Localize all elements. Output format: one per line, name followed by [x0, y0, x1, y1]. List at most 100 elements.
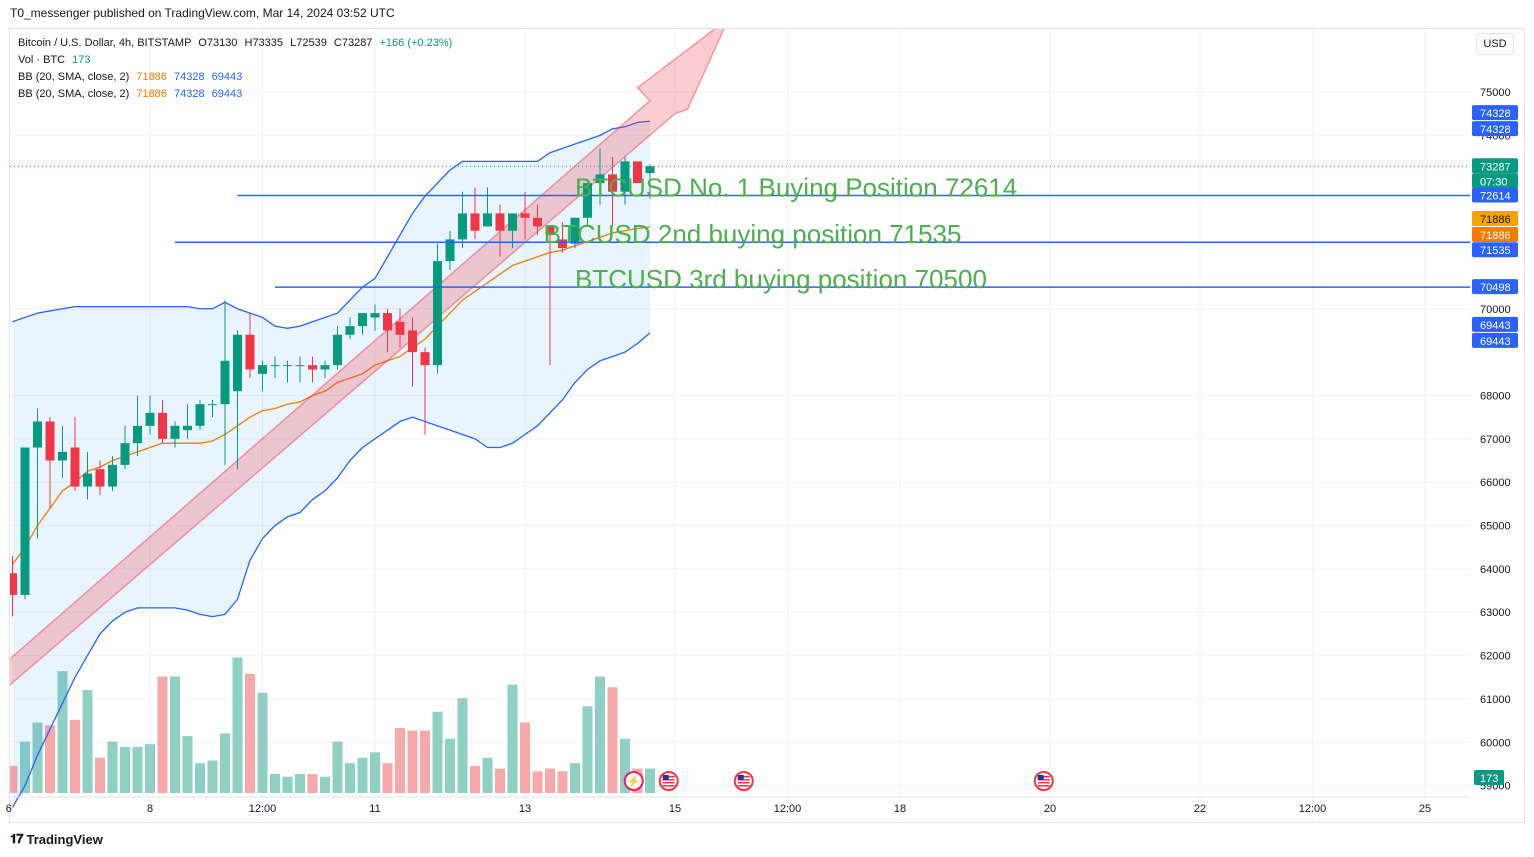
- candle-body: [458, 213, 467, 240]
- us-flag-event-icon[interactable]: [658, 771, 679, 791]
- candle-body: [33, 421, 42, 448]
- price-axis-badge-bg: [1472, 279, 1518, 295]
- candle-body: [620, 161, 630, 192]
- candle[interactable]: [308, 356, 317, 383]
- tradingview-brand[interactable]: 𝟏𝟕 TradingView: [10, 831, 103, 847]
- candle[interactable]: [570, 217, 580, 249]
- candle[interactable]: [345, 317, 355, 340]
- candle[interactable]: [433, 243, 442, 374]
- candle[interactable]: [358, 313, 367, 335]
- candle[interactable]: [408, 317, 417, 387]
- price-axis-badge-label: 07:30: [1480, 176, 1508, 188]
- buying-position-annotation[interactable]: BTCUSD No. 1 Buying Position 72614: [575, 172, 1017, 202]
- candle[interactable]: [158, 399, 167, 444]
- candle[interactable]: [108, 456, 117, 491]
- candle[interactable]: [58, 425, 67, 478]
- us-flag-event-icon[interactable]: [1033, 771, 1054, 791]
- volume-bar: [10, 765, 18, 793]
- lightning-event-icon[interactable]: ⚡: [623, 771, 644, 791]
- candle-body: [408, 330, 417, 353]
- candle[interactable]: [45, 417, 55, 509]
- candle[interactable]: [83, 451, 92, 500]
- lightning-ring: [623, 771, 644, 791]
- candle[interactable]: [8, 555, 17, 617]
- candle[interactable]: [120, 425, 130, 470]
- legend-bb1-row[interactable]: BB (20, SMA, close, 2) 71886 74328 69443: [18, 69, 452, 86]
- candle[interactable]: [520, 191, 530, 240]
- candle[interactable]: [33, 408, 42, 539]
- volume-bar: [357, 757, 368, 793]
- volume-bar: [257, 692, 268, 793]
- candle[interactable]: [645, 164, 655, 199]
- candle-body: [258, 365, 267, 374]
- currency-button[interactable]: USD: [1476, 33, 1514, 55]
- candle[interactable]: [558, 222, 567, 253]
- candle[interactable]: [145, 395, 155, 435]
- candle[interactable]: [208, 399, 217, 418]
- candle[interactable]: [383, 308, 392, 353]
- legend-symbol[interactable]: Bitcoin / U.S. Dollar, 4h, BITSTAMP: [18, 37, 192, 49]
- legend-bb2-label: BB (20, SMA, close, 2): [18, 88, 130, 100]
- candle[interactable]: [70, 417, 80, 491]
- candle-body: [70, 447, 80, 487]
- candle[interactable]: [183, 404, 192, 439]
- candle[interactable]: [20, 447, 30, 600]
- volume-bar: [382, 763, 393, 793]
- volume-bar: [95, 757, 105, 793]
- candle-body: [645, 166, 655, 174]
- volume-bar: [470, 765, 480, 793]
- candle[interactable]: [545, 226, 555, 366]
- candle[interactable]: [258, 360, 267, 392]
- volume-bar: [170, 676, 180, 793]
- candle[interactable]: [320, 360, 330, 379]
- candle[interactable]: [395, 308, 405, 348]
- candle[interactable]: [370, 304, 380, 331]
- time-axis-tick-label: 6: [6, 803, 12, 815]
- candle[interactable]: [233, 330, 242, 470]
- candle-body: [108, 464, 117, 487]
- candle[interactable]: [245, 313, 255, 379]
- candle[interactable]: [295, 356, 305, 383]
- candle[interactable]: [195, 399, 205, 431]
- price-axis-badge-label: 74328: [1480, 124, 1511, 136]
- buying-position-annotation[interactable]: BTCUSD 3rd buying position 70500: [575, 264, 987, 294]
- candle[interactable]: [445, 230, 455, 270]
- time-axis[interactable]: 6 8 12:00 11 13 15 12:00 18 20 22 12:00 25: [6, 796, 1470, 815]
- candle[interactable]: [458, 191, 467, 249]
- candle-body: [170, 425, 180, 439]
- candle[interactable]: [283, 360, 292, 383]
- candle[interactable]: [608, 157, 617, 227]
- publisher-caption: T0_messenger published on TradingView.co…: [10, 6, 395, 20]
- price-axis-badge: 74328: [1472, 105, 1518, 121]
- candle-body: [470, 213, 480, 231]
- candle[interactable]: [495, 204, 505, 257]
- price-axis[interactable]: 5900060000610006200063000640006500066000…: [1472, 87, 1518, 793]
- candle[interactable]: [270, 356, 280, 379]
- legend-low: L72539: [290, 37, 327, 49]
- candle[interactable]: [133, 395, 142, 457]
- us-flag-event-icon[interactable]: [733, 771, 754, 791]
- candle[interactable]: [583, 178, 592, 227]
- volume-bar: [370, 752, 380, 793]
- candle[interactable]: [170, 421, 180, 448]
- candle[interactable]: [220, 300, 230, 465]
- candle-body: [183, 425, 192, 431]
- candle[interactable]: [633, 161, 642, 184]
- plot-area: BTCUSD No. 1 Buying Position 72614 BTCUSD…: [8, 29, 1470, 822]
- candle[interactable]: [95, 460, 105, 496]
- time-axis-tick-label: 18: [894, 803, 906, 815]
- candle[interactable]: [420, 347, 430, 435]
- candle[interactable]: [483, 187, 492, 227]
- candle[interactable]: [620, 157, 630, 205]
- price-axis-badge: 72614: [1472, 187, 1518, 203]
- legend-bb2-row[interactable]: BB (20, SMA, close, 2) 71886 74328 69443: [18, 86, 452, 103]
- volume-bar: [82, 690, 93, 793]
- time-axis-tick-label: 12:00: [249, 803, 277, 815]
- candle[interactable]: [333, 326, 342, 370]
- time-axis-tick-label: 22: [1194, 803, 1206, 815]
- legend-volume-row[interactable]: Vol · BTC 173: [18, 52, 452, 69]
- time-axis-tick-label: 13: [519, 803, 531, 815]
- candle[interactable]: [533, 204, 542, 236]
- buying-position-annotation[interactable]: BTCUSD 2nd buying position 71535: [544, 219, 962, 249]
